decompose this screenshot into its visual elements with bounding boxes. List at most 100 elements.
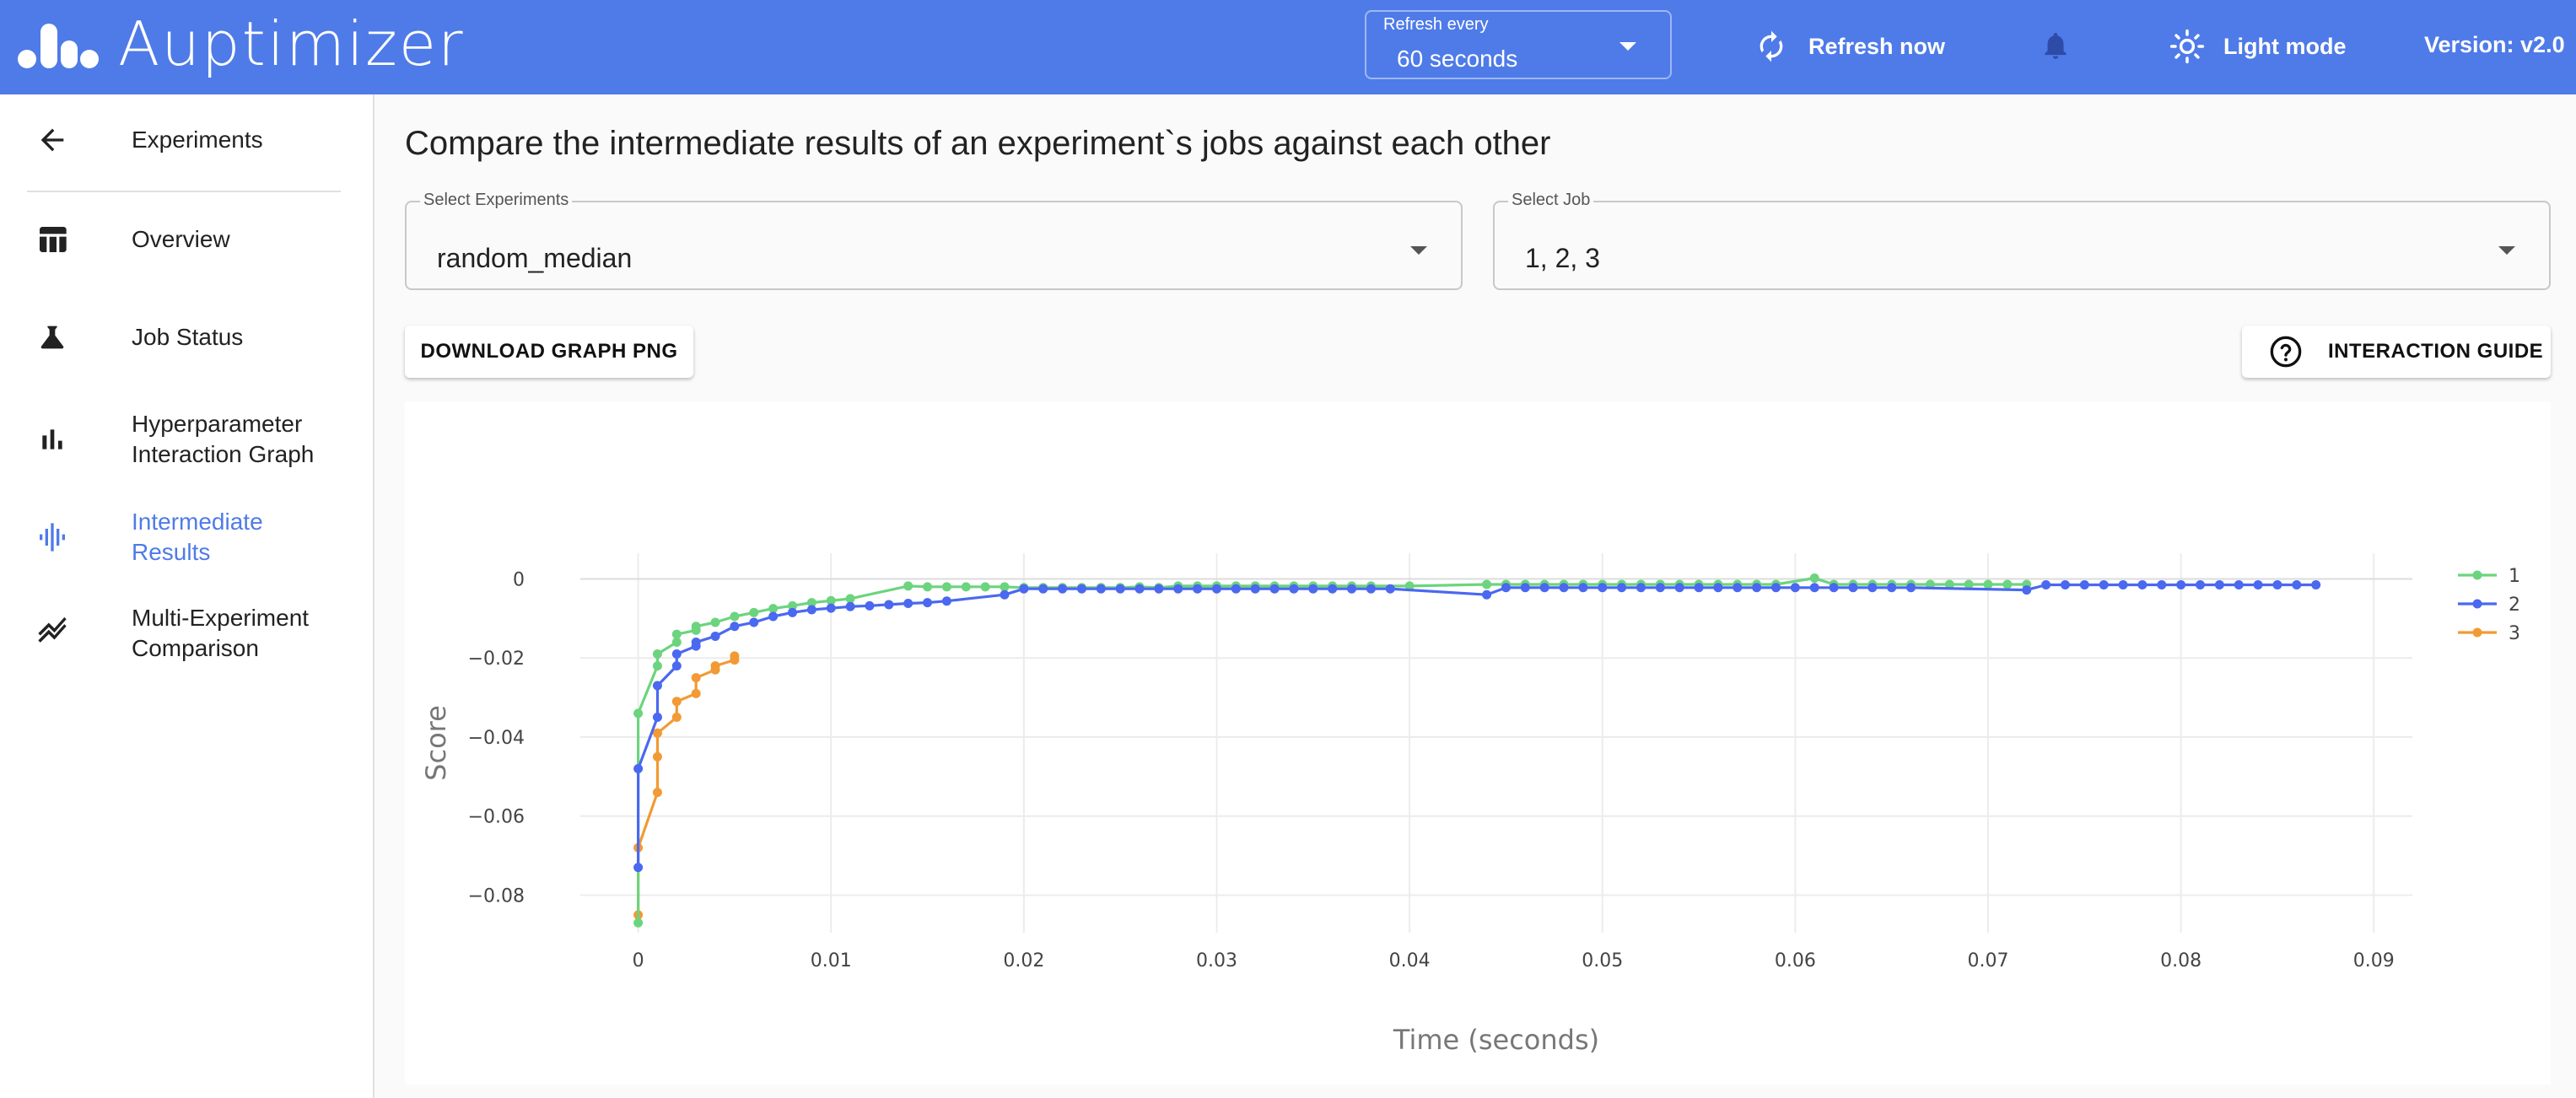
sidebar-item-label-line: Results — [132, 539, 211, 565]
data-point — [1134, 584, 1145, 594]
job-select[interactable]: Select Job 1, 2, 3 — [1493, 191, 2551, 290]
data-point — [691, 622, 701, 632]
sidebar-item-label: Hyperparameter Interaction Graph — [132, 409, 314, 470]
sidebar-item-label-line: Comparison — [132, 635, 259, 661]
data-point — [1385, 584, 1395, 594]
data-point — [2118, 580, 2128, 589]
sidebar-item-label: Multi-Experiment Comparison — [132, 603, 309, 664]
data-point — [961, 582, 971, 592]
data-point — [710, 631, 720, 641]
sidebar-item-intermediate-results[interactable]: Intermediate Results — [0, 499, 373, 575]
data-point — [1848, 583, 1858, 593]
refresh-interval-select[interactable]: Refresh every 60 seconds — [1365, 10, 1672, 79]
flask-icon — [34, 319, 71, 356]
data-point — [1308, 584, 1318, 594]
data-point — [1771, 583, 1781, 593]
data-point — [2253, 580, 2263, 589]
version-label: Version: v2.0 — [2424, 32, 2565, 57]
data-point — [1269, 584, 1280, 594]
data-point — [730, 651, 740, 661]
data-point — [806, 605, 816, 615]
experiment-select-value: random_median — [437, 243, 633, 273]
x-tick-label: 0.09 — [2353, 950, 2395, 972]
data-point — [749, 607, 759, 617]
data-point — [652, 751, 662, 762]
data-point — [2060, 580, 2070, 589]
x-tick-label: 0 — [633, 950, 644, 972]
data-point — [671, 629, 682, 639]
trend-lines-icon — [34, 615, 71, 652]
sun-icon — [2169, 29, 2205, 64]
data-point — [1482, 589, 1492, 600]
y-tick-label: 0 — [513, 569, 525, 590]
data-point — [1250, 584, 1260, 594]
data-point — [903, 581, 913, 591]
sidebar-item-overview[interactable]: Overview — [0, 216, 373, 263]
series-line — [637, 655, 736, 915]
data-point — [2214, 580, 2224, 589]
data-point — [1000, 589, 1010, 600]
data-point — [2196, 580, 2206, 589]
refresh-now-label: Refresh now — [1808, 33, 1946, 59]
data-point — [768, 611, 779, 622]
data-point — [1058, 584, 1068, 594]
data-point — [768, 604, 779, 614]
data-point — [1211, 584, 1221, 594]
data-point — [1520, 583, 1530, 593]
data-point — [941, 596, 951, 606]
sidebar-item-label-line: Hyperparameter — [132, 411, 303, 437]
data-point — [1964, 579, 1974, 589]
data-point — [1829, 583, 1839, 593]
legend-item: 2 — [2458, 595, 2520, 616]
data-point — [845, 594, 855, 604]
series-2 — [633, 580, 2321, 873]
data-point — [1173, 584, 1183, 594]
legend-item: 3 — [2458, 623, 2520, 644]
data-point — [826, 595, 836, 606]
y-tick-label: −0.08 — [468, 885, 525, 907]
data-point — [710, 617, 720, 627]
data-point — [710, 661, 720, 671]
data-point — [1154, 584, 1164, 594]
sidebar-item-multi-experiment-comparison[interactable]: Multi-Experiment Comparison — [0, 595, 373, 671]
data-point — [652, 788, 662, 798]
data-point — [1944, 579, 1954, 589]
data-point — [1694, 583, 1704, 593]
interaction-guide-button[interactable]: INTERACTION GUIDE — [2242, 326, 2551, 378]
sidebar-item-label: Overview — [132, 226, 230, 252]
bell-icon[interactable] — [2040, 29, 2072, 62]
chart-card: 0 0.01 0.02 0.03 0.04 0.05 0.06 0.07 0.08 0.09 0 −0… — [405, 401, 2551, 1085]
data-point — [1115, 584, 1125, 594]
legend-swatch-marker — [2472, 570, 2482, 580]
sidebar-item-experiments[interactable]: Experiments — [0, 116, 373, 164]
data-point — [941, 582, 951, 592]
refresh-now-button[interactable]: Refresh now — [1754, 25, 1945, 67]
data-point — [1733, 583, 1743, 593]
chevron-down-icon — [1410, 246, 1427, 255]
data-point — [2157, 580, 2167, 589]
data-point — [671, 713, 682, 723]
intermediate-results-chart[interactable]: 0 0.01 0.02 0.03 0.04 0.05 0.06 0.07 0.08 0.09 0 −0… — [405, 401, 2551, 1085]
data-point — [1347, 584, 1357, 594]
refresh-interval-label: Refresh every — [1383, 15, 1489, 34]
waveform-icon — [34, 519, 71, 556]
sidebar-item-hyperparameter-graph[interactable]: Hyperparameter Interaction Graph — [0, 401, 373, 477]
data-point — [1289, 584, 1299, 594]
experiment-select[interactable]: Select Experiments random_median — [405, 191, 1463, 290]
data-point — [1713, 583, 1723, 593]
data-point — [1404, 581, 1415, 591]
data-point — [980, 582, 990, 592]
data-point — [633, 763, 644, 773]
data-point — [806, 598, 816, 608]
data-point — [1366, 584, 1376, 594]
y-tick-label: −0.06 — [468, 807, 525, 828]
light-mode-toggle[interactable]: Light mode — [2169, 25, 2346, 67]
sidebar-item-job-status[interactable]: Job Status — [0, 314, 373, 361]
data-point — [1019, 584, 1029, 594]
download-graph-button[interactable]: DOWNLOAD GRAPH PNG — [405, 326, 693, 378]
help-circle-icon — [2270, 336, 2302, 368]
data-point — [1790, 583, 1800, 593]
page-title: Compare the intermediate results of an e… — [405, 125, 1551, 162]
data-point — [1501, 583, 1511, 593]
sidebar-divider — [27, 191, 341, 192]
